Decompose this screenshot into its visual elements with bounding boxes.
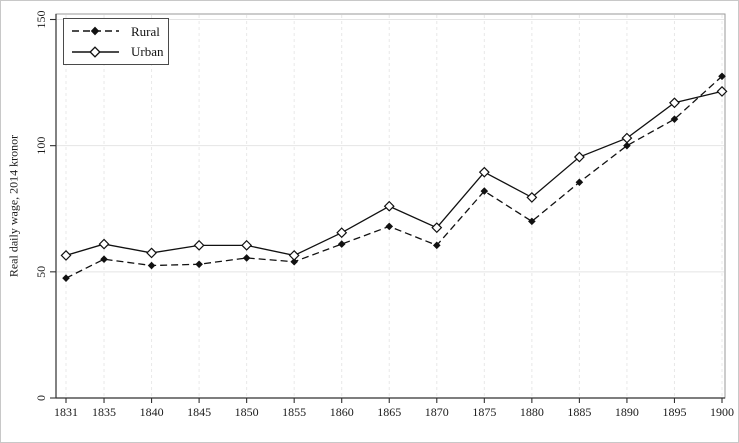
- marker-rural-1890: [623, 141, 631, 150]
- marker-rural-1900: [718, 72, 726, 81]
- x-tick-label-1890: 1890: [615, 405, 639, 419]
- y-axis-title-text: Real daily wage, 2014 kronor: [6, 134, 21, 278]
- y-tick-label-150: 150: [34, 11, 48, 29]
- legend-item-urban: Urban: [64, 42, 168, 62]
- x-tick-label-1850: 1850: [235, 405, 259, 419]
- marker-urban-1855: [288, 249, 300, 261]
- marker-rural-1840: [147, 261, 156, 270]
- marker-urban-1840: [146, 247, 158, 259]
- x-tick-label-1845: 1845: [187, 405, 211, 419]
- x-tick-label-1870: 1870: [425, 405, 449, 419]
- marker-rural-1870: [432, 241, 441, 250]
- marker-urban-1885: [573, 151, 585, 163]
- marker-rural-1880: [528, 217, 536, 226]
- marker-rural-1865: [385, 222, 394, 231]
- marker-rural-1860: [337, 240, 346, 248]
- x-tick-label-1875: 1875: [472, 405, 496, 419]
- marker-urban-1900: [716, 85, 728, 97]
- marker-rural-1855: [290, 257, 298, 266]
- x-tick-label-1831: 1831: [54, 405, 78, 419]
- y-tick-label-100: 100: [34, 137, 48, 155]
- x-tick-label-1840: 1840: [140, 405, 164, 419]
- marker-urban-1875: [478, 166, 490, 178]
- marker-urban-1860: [336, 227, 348, 239]
- y-tick-label-0: 0: [34, 395, 48, 401]
- marker-urban-1850: [241, 239, 253, 251]
- marker-urban-1890: [621, 132, 633, 144]
- marker-rural-1895: [670, 115, 679, 123]
- marker-urban-1845: [193, 239, 205, 251]
- marker-rural-1885: [575, 178, 584, 187]
- urban-solid-line-sample: [72, 45, 119, 58]
- legend-label-rural: Rural: [131, 23, 160, 39]
- x-tick-label-1885: 1885: [567, 405, 591, 419]
- marker-rural-1850: [242, 254, 251, 262]
- marker-urban-1895: [669, 97, 680, 109]
- marker-rural-1875: [480, 187, 489, 195]
- y-tick-label-50: 50: [34, 266, 48, 278]
- marker-rural-1835: [100, 255, 108, 264]
- marker-urban-1870: [431, 222, 443, 234]
- x-tick-label-1835: 1835: [92, 405, 116, 419]
- legend: Rural Urban: [63, 18, 169, 65]
- x-tick-label-1900: 1900: [710, 405, 734, 419]
- marker-urban-1880: [526, 191, 538, 203]
- x-tick-label-1860: 1860: [330, 405, 354, 419]
- legend-label-urban: Urban: [131, 44, 164, 60]
- x-tick-label-1895: 1895: [662, 405, 686, 419]
- marker-urban-1831: [60, 249, 72, 261]
- rural-dashed-line-sample: [72, 26, 119, 36]
- marker-urban-1835: [98, 238, 110, 250]
- x-tick-label-1855: 1855: [282, 405, 306, 419]
- x-tick-label-1865: 1865: [377, 405, 401, 419]
- legend-item-rural: Rural: [64, 21, 168, 41]
- x-tick-label-1880: 1880: [520, 405, 544, 419]
- marker-rural-1845: [195, 260, 203, 269]
- marker-urban-1865: [383, 200, 395, 212]
